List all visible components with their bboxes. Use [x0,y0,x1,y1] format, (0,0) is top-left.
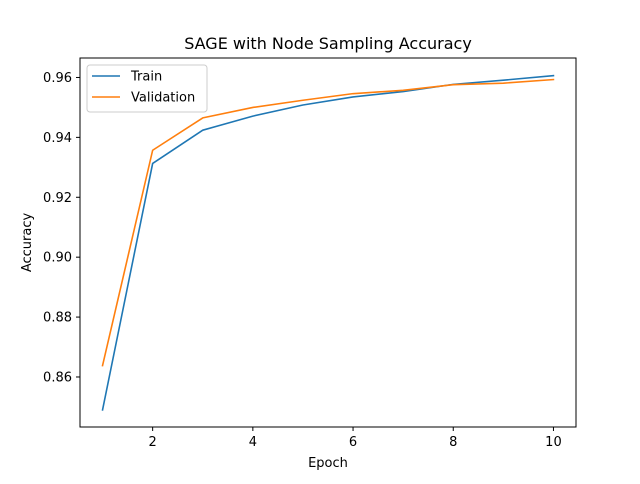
y-tick-label: 0.88 [43,311,72,326]
legend-label-train: Train [130,70,162,85]
y-tick-label: 0.86 [43,370,72,385]
series-layer [101,74,555,411]
y-axis-ticks: 0.86 0.88 0.90 0.92 0.94 0.96 [43,71,80,385]
x-tick-label: 8 [449,435,457,450]
y-tick-label: 0.94 [43,131,72,146]
y-tick-label: 0.92 [43,191,72,206]
legend: Train Validation [86,64,208,113]
y-tick-label: 0.96 [43,71,72,86]
legend-label-validation: Validation [131,91,195,106]
legend-items: Train Validation [92,70,195,106]
series-line-train [101,74,555,411]
x-tick-label: 2 [149,435,157,450]
x-tick-label: 6 [349,435,357,450]
y-tick-label: 0.90 [43,251,72,266]
y-axis-label: Accuracy [20,213,35,273]
x-tick-label: 4 [249,435,257,450]
x-axis-label: Epoch [308,456,348,471]
series-line-validation [101,78,555,367]
x-axis-ticks: 2 4 6 8 10 [149,427,562,450]
plot-frame [79,57,577,428]
chart-title: SAGE with Node Sampling Accuracy [184,34,472,53]
x-tick-label: 10 [545,435,562,450]
